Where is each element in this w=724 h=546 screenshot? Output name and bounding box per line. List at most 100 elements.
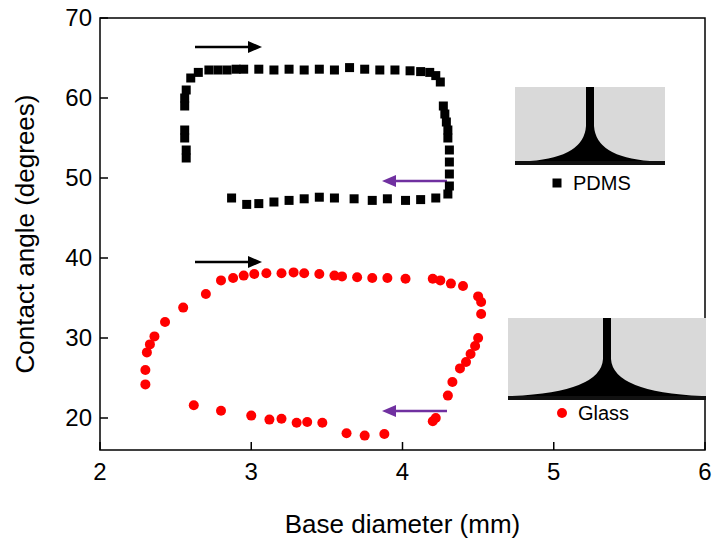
legend-marker (557, 408, 567, 418)
point (445, 170, 454, 179)
y-tick (100, 177, 108, 179)
series-1 (140, 267, 486, 440)
y-tick (100, 417, 108, 419)
point (431, 194, 440, 203)
point (447, 377, 457, 387)
point (360, 431, 370, 441)
point (435, 275, 445, 285)
point (446, 279, 456, 289)
point (269, 198, 278, 207)
direction-arrow (195, 256, 262, 268)
point (379, 429, 389, 439)
point (317, 418, 327, 428)
point (416, 67, 425, 76)
point (264, 415, 274, 425)
point (443, 126, 452, 135)
point (443, 134, 452, 143)
y-axis-title: Contact angle (degrees) (10, 95, 40, 374)
point (300, 194, 309, 203)
point (160, 317, 170, 327)
point (314, 269, 324, 279)
point (383, 194, 392, 203)
point (315, 193, 324, 202)
y-tick (100, 337, 108, 339)
point (428, 416, 438, 426)
x-tick-label: 5 (547, 458, 560, 485)
chart: 23456203040506070Base diameter (mm)Conta… (0, 0, 724, 546)
point (269, 66, 278, 75)
point (455, 363, 465, 373)
point (180, 94, 189, 103)
point (445, 182, 454, 191)
point (249, 269, 259, 279)
point (277, 268, 287, 278)
point (443, 391, 453, 401)
point (242, 200, 251, 209)
direction-arrow (195, 41, 262, 53)
point (442, 118, 451, 127)
x-tick (704, 442, 706, 450)
point (375, 66, 384, 75)
point (476, 297, 486, 307)
point (458, 281, 468, 291)
point (216, 275, 226, 285)
y-tick-label: 40 (65, 244, 92, 271)
droplet-inset (508, 318, 706, 400)
point (239, 271, 249, 281)
point (277, 414, 287, 424)
point (337, 271, 347, 281)
point (440, 110, 449, 119)
x-tick-label: 2 (93, 458, 106, 485)
point (182, 86, 191, 95)
x-tick (251, 442, 253, 450)
point (416, 195, 425, 204)
direction-arrow (382, 175, 447, 187)
point (443, 190, 452, 199)
point (289, 267, 299, 277)
point (476, 309, 486, 319)
point (445, 146, 454, 155)
y-tick-label: 70 (65, 4, 92, 31)
point (180, 102, 189, 111)
y-tick-label: 20 (65, 404, 92, 431)
point (201, 289, 211, 299)
point (189, 400, 199, 410)
point (140, 379, 150, 389)
point (204, 66, 213, 75)
x-tick-label: 6 (698, 458, 711, 485)
point (302, 417, 312, 427)
point (350, 194, 359, 203)
point (436, 78, 445, 87)
point (390, 66, 399, 75)
point (300, 66, 309, 75)
point (401, 274, 411, 284)
point (228, 273, 238, 283)
y-tick-label: 30 (65, 324, 92, 351)
point (182, 146, 191, 155)
point (342, 428, 352, 438)
point (360, 65, 369, 74)
series-0 (180, 63, 454, 209)
point (315, 65, 324, 74)
point (330, 66, 339, 75)
x-tick-label: 4 (396, 458, 409, 485)
legend-label: PDMS (573, 172, 631, 194)
y-tick-label: 50 (65, 164, 92, 191)
point (213, 66, 222, 75)
x-tick (99, 442, 101, 450)
point (239, 65, 248, 74)
point (367, 273, 377, 283)
plot-area (140, 63, 486, 441)
point (382, 273, 392, 283)
point (140, 365, 150, 375)
point (216, 406, 226, 416)
point (223, 66, 232, 75)
point (406, 66, 415, 75)
point (246, 411, 256, 421)
point (330, 194, 339, 203)
point (178, 303, 188, 313)
x-axis-title: Base diameter (mm) (285, 509, 521, 539)
point (254, 199, 263, 208)
point (149, 331, 159, 341)
point (292, 418, 302, 428)
